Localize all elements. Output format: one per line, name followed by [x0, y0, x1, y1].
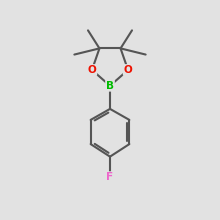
Text: O: O [88, 65, 96, 75]
Text: F: F [106, 172, 114, 182]
Text: B: B [106, 81, 114, 91]
Text: O: O [124, 65, 132, 75]
